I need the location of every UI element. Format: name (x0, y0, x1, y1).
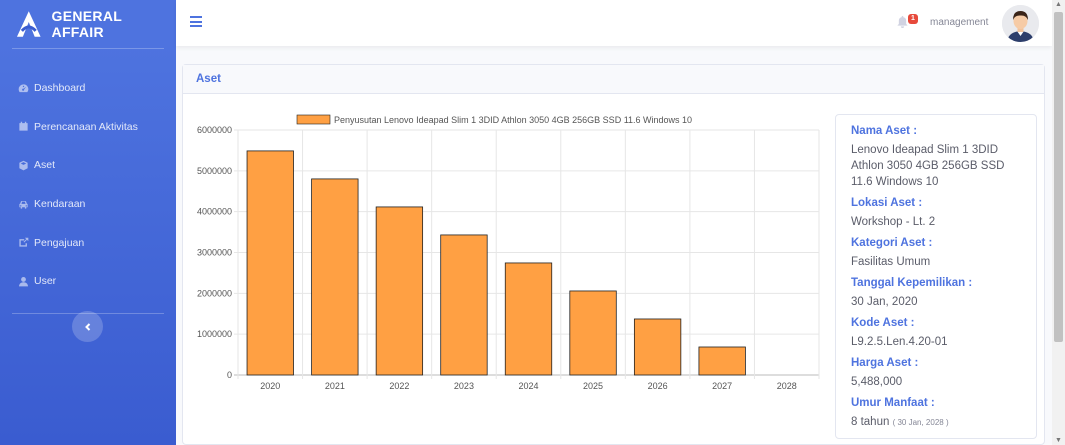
scroll-thumb[interactable] (1054, 12, 1063, 342)
tachometer-icon (16, 82, 30, 94)
bar-2020[interactable] (246, 150, 294, 376)
x-tick-label: 2026 (648, 381, 668, 391)
scroll-down-arrow-icon[interactable]: ▼ (1055, 437, 1062, 444)
bar-2027[interactable] (698, 346, 746, 376)
kode-aset-value: L9.2.5.Len.4.20-01 (851, 336, 948, 348)
x-tick-label: 2025 (583, 381, 603, 391)
sidebar-item-label: Pengajuan (34, 236, 85, 249)
harga-aset-value: 5,488,000 (851, 376, 903, 388)
umur-manfaat-end-date: ( 30 Jan, 2028 ) (892, 418, 949, 427)
bar-2022[interactable] (375, 206, 424, 376)
asset-card: Aset Penyusutan Lenovo Ideapad Slim 1 3D… (182, 64, 1045, 445)
lokasi-aset-label: Lokasi Aset : (851, 197, 923, 209)
sidebar-item-label: User (34, 275, 57, 288)
kategori-aset-value: Fasilitas Umum (851, 256, 931, 268)
sidebar-divider (12, 312, 164, 314)
x-tick-label: 2023 (454, 381, 474, 391)
topbar: 1 management (176, 0, 1052, 46)
sidebar-item-label: Aset (34, 159, 56, 172)
brand-logo-icon (16, 11, 41, 37)
bar-2021[interactable] (311, 178, 359, 376)
car-icon (16, 198, 30, 210)
y-tick-label: 2000000 (197, 288, 232, 298)
y-tick-label: 4000000 (197, 207, 232, 217)
sidebar-item-label: Kendaraan (34, 198, 86, 211)
external-edit-icon (16, 237, 30, 249)
y-tick-label: 5000000 (197, 166, 232, 176)
sidebar-item-aset[interactable]: Aset (0, 146, 176, 185)
bar-2024[interactable] (504, 262, 553, 376)
bar-2025[interactable] (569, 290, 617, 376)
x-tick-label: 2020 (260, 381, 280, 391)
x-tick-label: 2027 (712, 381, 732, 391)
card-header: Aset (183, 65, 1044, 94)
umur-manfaat-value: 8 tahun ( 30 Jan, 2028 ) (851, 414, 1021, 431)
sidebar-item-label: Perencanaan Aktivitas (34, 120, 138, 133)
sidebar-divider (12, 48, 164, 49)
calendar-icon (16, 121, 30, 133)
x-tick-label: 2024 (518, 381, 538, 391)
y-tick-label: 3000000 (197, 248, 232, 258)
tanggal-kepemilikan-value: 30 Jan, 2020 (851, 296, 918, 308)
hamburger-menu-icon[interactable] (190, 16, 202, 27)
sidebar-item-dashboard[interactable]: Dashboard (0, 69, 176, 108)
nama-aset-label: Nama Aset : (851, 125, 918, 137)
nama-aset-value: Lenovo Ideapad Slim 1 3DID Athlon 3050 4… (851, 144, 1005, 188)
bar-2023[interactable] (440, 234, 488, 376)
user-name[interactable]: management (930, 17, 989, 28)
tanggal-kepemilikan-label: Tanggal Kepemilikan : (851, 277, 973, 289)
legend-swatch (296, 114, 331, 125)
kategori-aset-label: Kategori Aset : (851, 237, 933, 249)
depreciation-bar-chart: Penyusutan Lenovo Ideapad Slim 1 3DID At… (197, 114, 820, 391)
x-tick-label: 2028 (777, 381, 797, 391)
y-tick-label: 1000000 (197, 329, 232, 339)
bar-2026[interactable] (633, 318, 682, 376)
notification-badge: 1 (908, 14, 918, 24)
cube-icon (16, 159, 30, 171)
chart-legend[interactable]: Penyusutan Lenovo Ideapad Slim 1 3DID At… (296, 114, 692, 125)
sidebar: GENERAL AFFAIR Dashboard Perencanaan Akt… (0, 0, 176, 445)
card-title: Aset (196, 73, 221, 85)
legend-label: Penyusutan Lenovo Ideapad Slim 1 3DID At… (334, 115, 692, 125)
user-icon (16, 275, 30, 287)
sidebar-item-perencanaan-aktivitas[interactable]: Perencanaan Aktivitas (0, 108, 176, 147)
x-tick-label: 2022 (389, 381, 409, 391)
umur-manfaat-label: Umur Manfaat : (851, 397, 935, 409)
scroll-up-arrow-icon[interactable]: ▲ (1055, 1, 1062, 8)
sidebar-toggle-button[interactable] (72, 311, 103, 342)
x-tick-label: 2021 (325, 381, 345, 391)
y-tick-label: 6000000 (197, 125, 232, 135)
sidebar-item-user[interactable]: User (0, 262, 176, 301)
brand-name: GENERAL AFFAIR (51, 8, 122, 40)
sidebar-item-kendaraan[interactable]: Kendaraan (0, 185, 176, 224)
bell-icon[interactable] (896, 15, 910, 29)
asset-info-panel: Nama Aset : Lenovo Ideapad Slim 1 3DID A… (835, 114, 1037, 439)
lokasi-aset-value: Workshop - Lt. 2 (851, 216, 936, 228)
avatar[interactable] (1002, 5, 1039, 42)
harga-aset-label: Harga Aset : (851, 357, 919, 369)
umur-manfaat-years: 8 tahun (851, 416, 890, 428)
page-scrollbar[interactable]: ▲ ▼ (1052, 0, 1065, 445)
sidebar-item-pengajuan[interactable]: Pengajuan (0, 223, 176, 262)
chevron-left-icon (84, 322, 90, 331)
kode-aset-label: Kode Aset : (851, 317, 915, 329)
y-tick-label: 0 (227, 370, 232, 380)
sidebar-item-label: Dashboard (34, 82, 86, 95)
brand[interactable]: GENERAL AFFAIR (0, 0, 176, 48)
